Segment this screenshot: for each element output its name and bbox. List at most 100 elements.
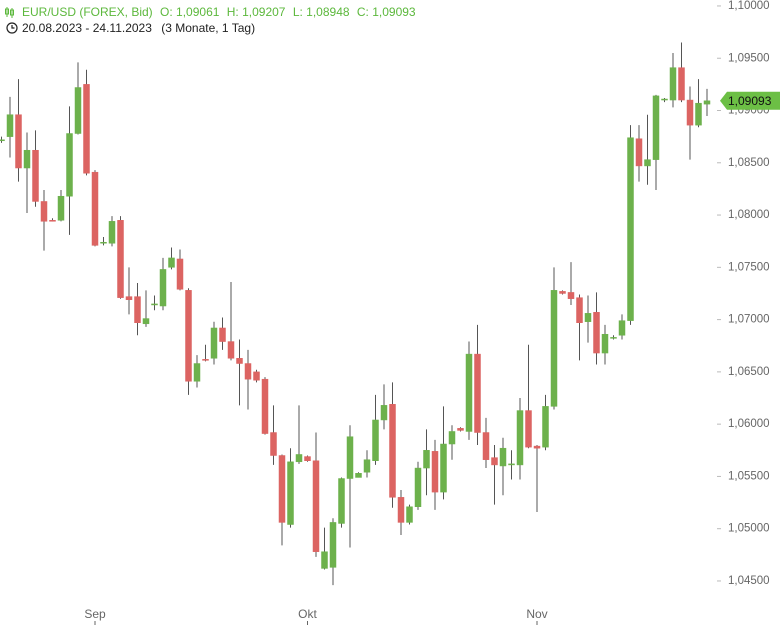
candle-body bbox=[414, 467, 422, 507]
candle-body bbox=[635, 138, 643, 167]
candle-body bbox=[6, 114, 14, 137]
candle-body bbox=[380, 405, 388, 421]
candle-body bbox=[253, 371, 260, 381]
candle-body bbox=[525, 410, 532, 448]
y-tick-label: 1,08000 bbox=[728, 209, 770, 221]
candle-body bbox=[159, 269, 167, 307]
candle-body bbox=[474, 353, 481, 433]
candle-body bbox=[23, 149, 31, 169]
ohlc-close: C: 1,09093 bbox=[357, 5, 416, 19]
candle-body bbox=[219, 327, 226, 342]
candle-body bbox=[652, 95, 660, 160]
candle-body bbox=[491, 457, 498, 466]
candle-body bbox=[448, 431, 456, 445]
y-tick-label: 1,09500 bbox=[728, 52, 770, 64]
candle-body bbox=[185, 290, 192, 382]
chart-title: EUR/USD (FOREX, Bid) bbox=[22, 5, 153, 19]
candle-body bbox=[567, 292, 575, 299]
candle-body bbox=[295, 454, 303, 463]
candle-body bbox=[210, 327, 218, 359]
candle-body bbox=[0, 139, 5, 142]
chart-type-icon bbox=[5, 7, 14, 18]
y-tick-label: 1,10000 bbox=[728, 0, 770, 12]
candle-body bbox=[100, 241, 107, 244]
candle-body bbox=[244, 363, 252, 380]
chart-header: EUR/USD (FOREX, Bid) O: 1,09061 H: 1,092… bbox=[22, 5, 416, 19]
candle-body bbox=[533, 445, 541, 449]
candle-body bbox=[66, 133, 73, 197]
candle-body bbox=[661, 98, 668, 101]
y-tick-label: 1,05000 bbox=[728, 523, 770, 535]
x-tick-label: Nov bbox=[526, 607, 547, 621]
candle-body bbox=[49, 220, 56, 222]
candle-body bbox=[278, 455, 286, 523]
candle-body bbox=[32, 149, 39, 202]
candle-body bbox=[593, 312, 600, 354]
candle-body bbox=[91, 171, 99, 246]
y-tick-label: 1,05500 bbox=[728, 470, 770, 482]
candle-body bbox=[236, 358, 243, 364]
candle-body bbox=[431, 451, 439, 493]
candle-body bbox=[627, 137, 634, 321]
y-tick-label: 1,04500 bbox=[728, 575, 770, 587]
candle-body bbox=[83, 84, 90, 174]
candle-body bbox=[423, 450, 430, 469]
y-tick-label: 1,08500 bbox=[728, 157, 770, 169]
candle-body bbox=[703, 100, 711, 105]
period-note: (3 Monate, 1 Tag) bbox=[161, 21, 255, 35]
candle-body bbox=[559, 291, 566, 294]
last-price-tag bbox=[720, 91, 780, 110]
candle-body bbox=[304, 456, 311, 461]
candle-body bbox=[261, 378, 269, 434]
candle-body bbox=[678, 67, 685, 101]
candle-body bbox=[550, 290, 558, 407]
candle-body bbox=[644, 159, 651, 167]
candle-body bbox=[695, 102, 702, 126]
candle-body bbox=[15, 114, 22, 169]
candle-body bbox=[542, 406, 549, 448]
candle-body bbox=[108, 221, 116, 244]
candle-body bbox=[227, 341, 235, 359]
candle-body bbox=[346, 436, 354, 479]
candle-body bbox=[57, 195, 65, 221]
candle-body bbox=[321, 551, 328, 569]
candle-body bbox=[576, 297, 583, 323]
candle-body bbox=[134, 296, 141, 323]
candle-body bbox=[117, 220, 124, 298]
candle-body bbox=[482, 432, 490, 460]
y-tick-label: 1,06500 bbox=[728, 366, 770, 378]
period-line: 20.08.2023 - 24.11.2023 (3 Monate, 1 Tag… bbox=[22, 21, 255, 35]
candle-body bbox=[406, 506, 413, 523]
x-tick-label: Okt bbox=[298, 607, 317, 621]
candle-body bbox=[457, 428, 464, 431]
candle-body bbox=[125, 296, 133, 300]
candle-body bbox=[151, 303, 158, 306]
candle-body bbox=[508, 463, 515, 466]
candle-body bbox=[618, 320, 626, 336]
candle-body bbox=[389, 404, 396, 498]
candle-body bbox=[40, 201, 48, 222]
candle-body bbox=[142, 318, 150, 325]
candle-body bbox=[397, 497, 405, 523]
x-tick-label: Sep bbox=[84, 607, 106, 621]
y-tick-label: 1,07000 bbox=[728, 314, 770, 326]
candle-body bbox=[168, 257, 175, 268]
candle-body bbox=[312, 460, 320, 552]
y-tick-label: 1,06000 bbox=[728, 418, 770, 430]
candle-body bbox=[516, 410, 524, 466]
last-price-label: 1,09093 bbox=[728, 94, 772, 108]
candle-body bbox=[202, 359, 209, 361]
candle-body bbox=[686, 99, 694, 126]
candle-body bbox=[329, 522, 337, 568]
candle-body bbox=[176, 258, 184, 290]
ohlc-open: O: 1,09061 bbox=[160, 5, 220, 19]
candle-body bbox=[465, 353, 473, 432]
candle-body bbox=[610, 337, 617, 339]
candle-body bbox=[338, 478, 345, 524]
ohlc-low: L: 1,08948 bbox=[293, 5, 350, 19]
candle-body bbox=[584, 313, 592, 322]
candle-body bbox=[363, 459, 371, 473]
ohlc-high: H: 1,09207 bbox=[227, 5, 286, 19]
period: 20.08.2023 - 24.11.2023 bbox=[22, 21, 152, 35]
